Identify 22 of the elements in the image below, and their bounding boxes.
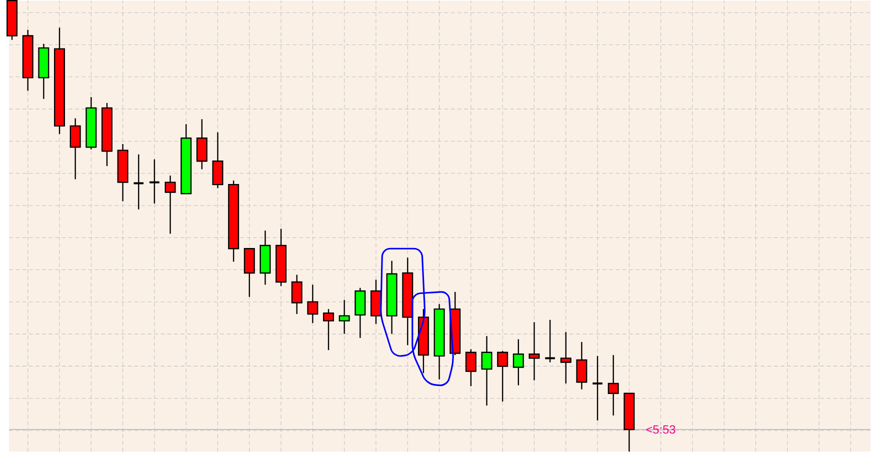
candlestick (560, 332, 572, 384)
candlestick (132, 154, 145, 210)
candlestick (70, 118, 81, 180)
candlestick (481, 336, 492, 406)
candlestick (465, 348, 476, 387)
candlestick (307, 284, 318, 324)
candlestick (354, 287, 366, 339)
candlestick (528, 322, 540, 382)
candlestick (212, 132, 224, 189)
text: <5:53 (646, 425, 676, 434)
candlestick (291, 274, 302, 315)
candlestick (164, 175, 176, 235)
candlestick (512, 338, 524, 386)
candlestick (323, 308, 334, 351)
candlestick (196, 118, 208, 170)
candlestick (148, 158, 160, 204)
candlestick (338, 300, 350, 335)
candlestick (592, 356, 604, 422)
candlestick (576, 342, 588, 390)
candlestick (608, 354, 619, 416)
candlestick (544, 319, 556, 364)
candlestick (497, 350, 508, 402)
